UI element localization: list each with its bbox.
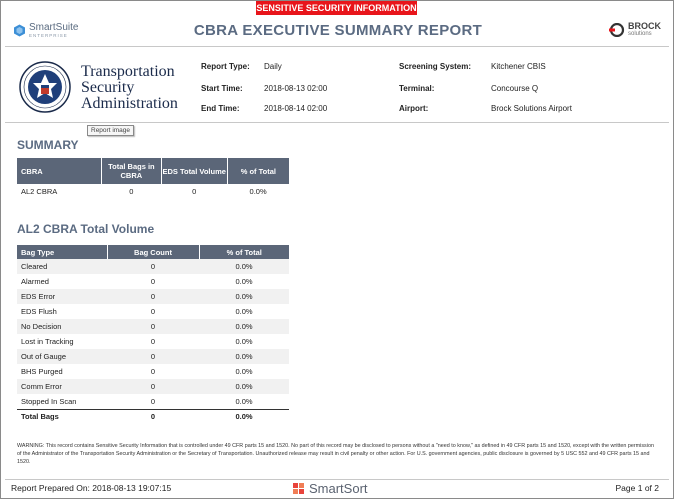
warning-text: WARNING: This record contains Sensitive …	[17, 443, 654, 465]
table-row: Comm Error 0 0.0%	[17, 379, 289, 394]
table-row: AL2 CBRA 0 0 0.0%	[17, 184, 289, 198]
sensitive-banner: SENSITIVE SECURITY INFORMATION	[256, 1, 417, 15]
summary-table: CBRA Total Bags in CBRA EDS Total Volume…	[17, 158, 289, 198]
bag-pct: 0.0%	[235, 277, 253, 286]
bag-count: 0	[150, 337, 156, 346]
agency-name: Transportation Security Administration	[81, 64, 178, 112]
total-pct: 0.0%	[199, 408, 289, 424]
table-row: EDS Flush 0 0.0%	[17, 304, 289, 319]
bag-type: Out of Gauge	[17, 349, 107, 364]
bag-count: 0	[107, 259, 199, 274]
screening-system-label: Screening System:	[399, 62, 472, 71]
smartsuite-sub: ENTERPRISE	[29, 33, 68, 38]
smartsuite-name: SmartSuite	[29, 22, 79, 33]
report-title: CBRA EXECUTIVE SUMMARY REPORT	[193, 22, 483, 39]
total-label: Total Bags	[17, 408, 107, 424]
table-row: Stopped In Scan 0 0.0%	[17, 394, 289, 409]
smartsuite-icon	[14, 24, 25, 37]
volume-title: AL2 CBRA Total Volume	[17, 222, 155, 236]
bag-pct: 0.0%	[199, 289, 289, 304]
end-time-label: End Time:	[201, 104, 240, 113]
start-time-value: 2018-08-13 02:00	[264, 84, 328, 93]
bag-type: Comm Error	[17, 379, 107, 394]
dhs-seal-icon	[19, 61, 71, 113]
bag-type: Alarmed	[21, 277, 49, 286]
bag-count: 0	[107, 349, 199, 364]
brock-sub: solutions	[628, 31, 652, 37]
terminal-label: Terminal:	[399, 84, 435, 93]
bag-count: 0	[150, 307, 156, 316]
smartsort-icon	[293, 482, 304, 494]
volume-header-bag-type: Bag Type	[17, 245, 108, 259]
bag-type: EDS Flush	[21, 307, 57, 316]
airport-label: Airport:	[399, 104, 429, 113]
bag-count: 0	[107, 379, 199, 394]
summary-cell: 0	[129, 186, 134, 196]
agency-line-3: Administration	[81, 95, 178, 112]
screening-system-value: Kitchener CBIS	[491, 62, 546, 71]
summary-title: SUMMARY	[17, 138, 79, 152]
smartsuite-logo: SmartSuite ENTERPRISE	[13, 23, 78, 38]
summary-cell: 0.0%	[249, 186, 267, 196]
bag-count: 0	[107, 319, 199, 334]
total-row: Total Bags 0 0.0%	[17, 408, 289, 424]
summary-header-total-bags: Total Bags in CBRA	[101, 158, 162, 184]
volume-table: Bag Type Bag Count % of Total Cleared 0 0.…	[17, 245, 289, 424]
bag-type: EDS Error	[17, 289, 107, 304]
table-row: Alarmed 0 0.0%	[17, 274, 289, 289]
bag-pct: 0.0%	[235, 367, 253, 376]
bag-pct: 0.0%	[235, 396, 253, 406]
airport-value: Brock Solutions Airport	[491, 104, 572, 113]
end-time-value: 2018-08-14 02:00	[264, 104, 328, 113]
smartsort-name: SmartSort	[309, 481, 368, 496]
bag-pct: 0.0%	[235, 307, 253, 316]
bag-type: No Decision	[17, 319, 107, 334]
terminal-value: Concourse Q	[491, 84, 539, 93]
total-count: 0	[107, 408, 199, 424]
agency-line-1: Transportation	[81, 63, 175, 80]
agency-line-2: Security	[81, 79, 135, 96]
summary-header-eds-volume: EDS Total Volume	[161, 158, 228, 184]
volume-header-bag-count: Bag Count	[107, 245, 200, 259]
table-row: EDS Error 0 0.0%	[17, 289, 289, 304]
bag-count: 0	[150, 367, 156, 376]
table-row: Lost in Tracking 0 0.0%	[17, 334, 289, 349]
bag-pct: 0.0%	[199, 379, 289, 394]
report-prepared-on: Report Prepared On: 2018-08-13 19:07:15	[11, 483, 172, 493]
footer-divider	[5, 479, 669, 480]
summary-cell: 0	[192, 186, 197, 196]
table-row: No Decision 0 0.0%	[17, 319, 289, 334]
bag-type: BHS Purged	[21, 367, 63, 376]
bag-pct: 0.0%	[199, 349, 289, 364]
summary-header-pct: % of Total	[227, 158, 289, 184]
bag-count: 0	[150, 396, 156, 406]
bag-type: Lost in Tracking	[21, 337, 74, 346]
brock-icon	[609, 23, 625, 37]
summary-cell: AL2 CBRA	[21, 186, 58, 196]
smartsort-logo: SmartSort	[293, 481, 368, 496]
bag-pct: 0.0%	[235, 337, 253, 346]
brock-name: BROCK	[628, 21, 661, 31]
summary-header-cbra: CBRA	[17, 158, 102, 184]
bag-count: 0	[107, 289, 199, 304]
bag-pct: 0.0%	[199, 259, 289, 274]
report-image-tooltip: Report image	[87, 125, 135, 136]
bag-count: 0	[150, 277, 156, 286]
brock-logo: BROCK solutions	[609, 22, 661, 38]
bag-type: Stopped In Scan	[21, 396, 77, 406]
report-type-value: Daily	[264, 62, 282, 71]
table-row: BHS Purged 0 0.0%	[17, 364, 289, 379]
start-time-label: Start Time:	[201, 84, 243, 93]
bag-type: Cleared	[17, 259, 107, 274]
meta-divider	[5, 122, 669, 123]
page-number: Page 1 of 2	[615, 483, 659, 493]
volume-header-pct: % of Total	[199, 245, 289, 259]
bag-pct: 0.0%	[199, 319, 289, 334]
report-type-label: Report Type:	[201, 62, 250, 71]
table-row: Out of Gauge 0 0.0%	[17, 349, 289, 364]
table-row: Cleared 0 0.0%	[17, 259, 289, 274]
header-divider	[5, 46, 669, 47]
